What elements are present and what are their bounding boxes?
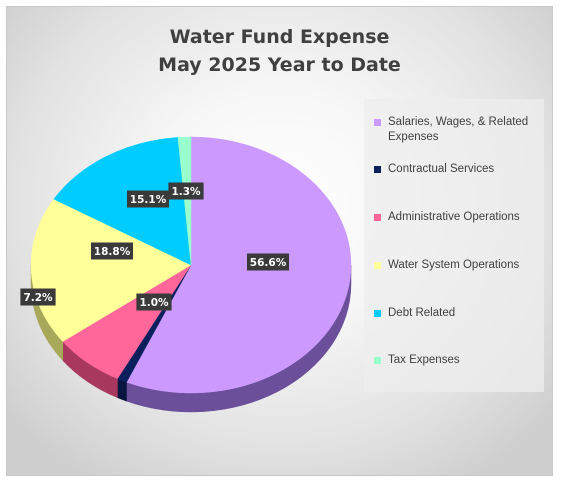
data-label-text-0: 56.6% (250, 257, 287, 269)
data-label-2: 7.2% (20, 288, 56, 306)
legend-swatch-0 (374, 119, 381, 126)
legend-swatch-2 (374, 214, 381, 221)
data-label-0: 56.6% (247, 253, 289, 271)
pie-slice-5[interactable] (177, 136, 192, 266)
legend: Salaries, Wages, & Related Expenses Contr… (364, 99, 544, 392)
data-labels: 56.6% 1.0% 7.2% 18.8% 15.1% 1.3% (20, 182, 289, 311)
legend-swatch-3 (374, 262, 381, 269)
data-label-text-4: 15.1% (130, 194, 167, 206)
data-label-text-2: 7.2% (23, 292, 53, 304)
legend-swatch-5 (374, 357, 381, 364)
chart-title-line-1: Water Fund Expense (169, 26, 390, 48)
data-label-text-3: 18.8% (94, 246, 131, 258)
data-label-text-5: 1.3% (171, 186, 201, 198)
legend-swatch-1 (374, 166, 381, 173)
pie-slice-4[interactable] (53, 137, 192, 266)
data-label-4: 15.1% (127, 190, 169, 208)
pie-top (30, 136, 352, 394)
pie-side-1 (117, 378, 127, 402)
data-label-3: 18.8% (91, 242, 133, 260)
legend-label-4: Debt Related (388, 307, 456, 319)
legend-swatch-4 (374, 310, 381, 317)
data-label-text-1: 1.0% (139, 297, 169, 309)
data-label-5: 1.3% (168, 182, 204, 200)
data-label-1: 1.0% (136, 293, 172, 311)
chart-subtitle: May 2025 Year to Date (158, 54, 401, 76)
pie-slice-3[interactable] (30, 198, 192, 342)
legend-label-1: Contractual Services (388, 163, 495, 175)
pie-depth (30, 264, 352, 413)
legend-label-0: Salaries, Wages, & Related Expenses (388, 116, 529, 143)
pie-slice-0[interactable] (126, 136, 352, 394)
legend-label-2: Administrative Operations (388, 211, 520, 223)
chart-title: Water Fund Expense May 2025 Year to Date (7, 23, 552, 79)
legend-label-3: Water System Operations (388, 259, 520, 271)
legend-label-5: Tax Expenses (388, 354, 460, 366)
